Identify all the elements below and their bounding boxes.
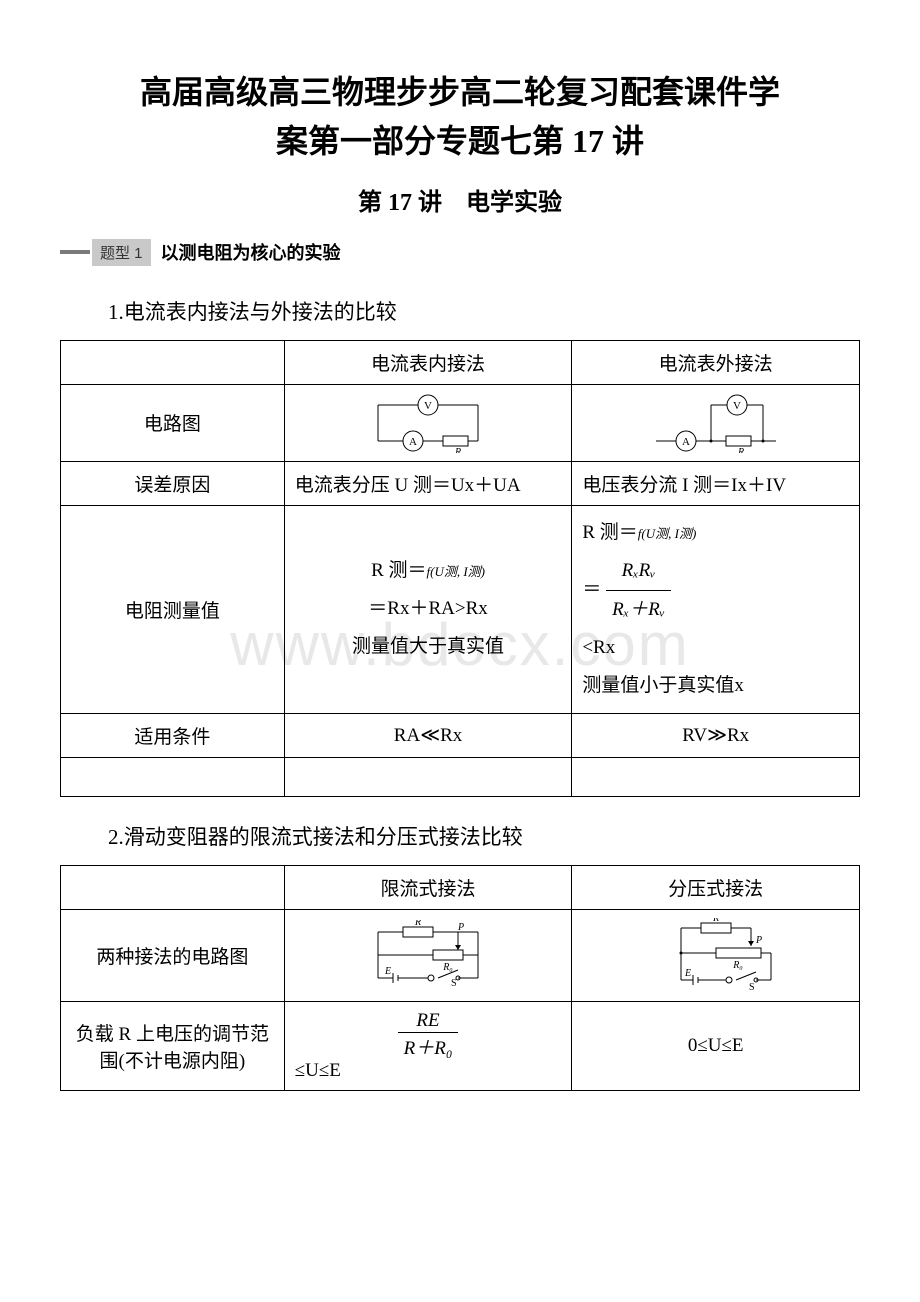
svg-text:A: A bbox=[409, 436, 417, 448]
svg-text:S: S bbox=[749, 982, 755, 993]
section-title: 以测电阻为核心的实验 bbox=[161, 239, 341, 265]
table-2: 限流式接法 分压式接法 两种接法的电路图 R P R₀ bbox=[60, 865, 860, 1091]
circuit-current-limit: R P R₀ E bbox=[353, 920, 503, 990]
table-cell: 两种接法的电路图 bbox=[61, 909, 285, 1001]
section-tag: 题型 1 bbox=[92, 239, 151, 266]
svg-text:R: R bbox=[712, 918, 719, 924]
table-cell: 误差原因 bbox=[61, 461, 285, 505]
table-row: 误差原因 电流表分压 U 测＝Ux＋UA 电压表分流 I 测＝Ix＋IV bbox=[61, 461, 860, 505]
circuit-diagram-internal: A V Rₓ bbox=[358, 393, 498, 453]
fraction: RE R＋R₀ bbox=[398, 1010, 459, 1060]
table-cell: 限流式接法 bbox=[284, 865, 572, 909]
numerator: RₓRᵥ bbox=[606, 552, 671, 591]
main-title-line2: 案第一部分专题七第 17 讲 bbox=[60, 119, 860, 164]
svg-text:R₀: R₀ bbox=[442, 962, 453, 973]
svg-text:Rₓ: Rₓ bbox=[454, 447, 464, 453]
fraction: RₓRᵥ Rₓ＋Rᵥ bbox=[606, 552, 671, 629]
table-cell: A V Rₓ bbox=[284, 384, 572, 461]
svg-text:R: R bbox=[414, 920, 421, 928]
paragraph-2: 2.滑动变阻器的限流式接法和分压式接法比较 bbox=[108, 821, 860, 851]
text: R 测＝ bbox=[582, 522, 637, 543]
text: f(U测, I测) bbox=[427, 564, 486, 579]
table-cell: 0≤U≤E bbox=[572, 1001, 860, 1090]
section-bar-line bbox=[60, 250, 90, 254]
table-cell bbox=[284, 757, 572, 796]
svg-text:R₀: R₀ bbox=[732, 960, 743, 971]
table-cell: 电流表内接法 bbox=[284, 340, 572, 384]
table-cell: R 测＝f(U测, I测) ＝ RₓRᵥ Rₓ＋Rᵥ <Rx 测量值小于真实值x bbox=[572, 505, 860, 713]
table-row: 适用条件 RA≪Rx RV≫Rx bbox=[61, 713, 860, 757]
paragraph-1: 1.电流表内接法与外接法的比较 bbox=[108, 296, 860, 326]
svg-text:P: P bbox=[755, 935, 762, 946]
text: ＝Rx＋RA>Rx bbox=[368, 598, 487, 619]
table-cell: 分压式接法 bbox=[572, 865, 860, 909]
text: ＝ bbox=[582, 578, 601, 599]
table-cell: RA≪Rx bbox=[284, 713, 572, 757]
text: R 测＝ bbox=[371, 560, 426, 581]
main-title-line1: 高届高级高三物理步步高二轮复习配套课件学 bbox=[60, 70, 860, 115]
table-cell bbox=[61, 865, 285, 909]
denominator: R＋R₀ bbox=[398, 1033, 459, 1060]
table-row bbox=[61, 757, 860, 796]
table-cell: 适用条件 bbox=[61, 713, 285, 757]
svg-text:A: A bbox=[682, 436, 690, 448]
table-cell: RE R＋R₀ ≤U≤E bbox=[284, 1001, 572, 1090]
table-row: 电流表内接法 电流表外接法 bbox=[61, 340, 860, 384]
document-content: 高届高级高三物理步步高二轮复习配套课件学 案第一部分专题七第 17 讲 第 17… bbox=[60, 70, 860, 1091]
table-row: 电阻测量值 R 测＝f(U测, I测) ＝Rx＋RA>Rx 测量值大于真实值 R… bbox=[61, 505, 860, 713]
numerator: RE bbox=[398, 1010, 459, 1033]
table-1: 电流表内接法 电流表外接法 电路图 A V Rₓ bbox=[60, 340, 860, 797]
table-cell: 负载 R 上电压的调节范围(不计电源内阻) bbox=[61, 1001, 285, 1090]
table-cell: R 测＝f(U测, I测) ＝Rx＋RA>Rx 测量值大于真实值 bbox=[284, 505, 572, 713]
subtitle: 第 17 讲 电学实验 bbox=[60, 182, 860, 217]
svg-text:Rₓ: Rₓ bbox=[737, 447, 747, 453]
svg-text:E: E bbox=[684, 968, 691, 979]
text: 测量值大于真实值 bbox=[352, 636, 504, 657]
table-row: 两种接法的电路图 R P R₀ bbox=[61, 909, 860, 1001]
svg-text:S: S bbox=[451, 978, 457, 989]
table-cell: 电流表外接法 bbox=[572, 340, 860, 384]
table-cell: 电路图 bbox=[61, 384, 285, 461]
circuit-diagram-external: A V Rₓ bbox=[641, 393, 791, 453]
circuit-voltage-divide: R P R₀ E bbox=[641, 918, 791, 993]
table-cell: R P R₀ E bbox=[284, 909, 572, 1001]
table-cell: R P R₀ E bbox=[572, 909, 860, 1001]
denominator: Rₓ＋Rᵥ bbox=[606, 591, 671, 629]
text: 测量值小于真实值x bbox=[582, 675, 744, 696]
table-row: 限流式接法 分压式接法 bbox=[61, 865, 860, 909]
section-header: 题型 1 以测电阻为核心的实验 bbox=[60, 239, 860, 266]
table-cell: 电阻测量值 bbox=[61, 505, 285, 713]
table-row: 负载 R 上电压的调节范围(不计电源内阻) RE R＋R₀ ≤U≤E 0≤U≤E bbox=[61, 1001, 860, 1090]
table-cell: 电压表分流 I 测＝Ix＋IV bbox=[572, 461, 860, 505]
svg-text:V: V bbox=[424, 400, 432, 412]
svg-text:V: V bbox=[733, 400, 741, 412]
text: <Rx bbox=[582, 637, 615, 658]
svg-text:E: E bbox=[384, 966, 391, 977]
table-cell: A V Rₓ bbox=[572, 384, 860, 461]
table-cell bbox=[61, 340, 285, 384]
svg-text:P: P bbox=[457, 922, 464, 933]
table-row: 电路图 A V Rₓ bbox=[61, 384, 860, 461]
table-cell: 电流表分压 U 测＝Ux＋UA bbox=[284, 461, 572, 505]
text: ≤U≤E bbox=[295, 1060, 562, 1082]
table-cell bbox=[61, 757, 285, 796]
table-cell bbox=[572, 757, 860, 796]
text: f(U测, I测) bbox=[638, 526, 697, 541]
table-cell: RV≫Rx bbox=[572, 713, 860, 757]
